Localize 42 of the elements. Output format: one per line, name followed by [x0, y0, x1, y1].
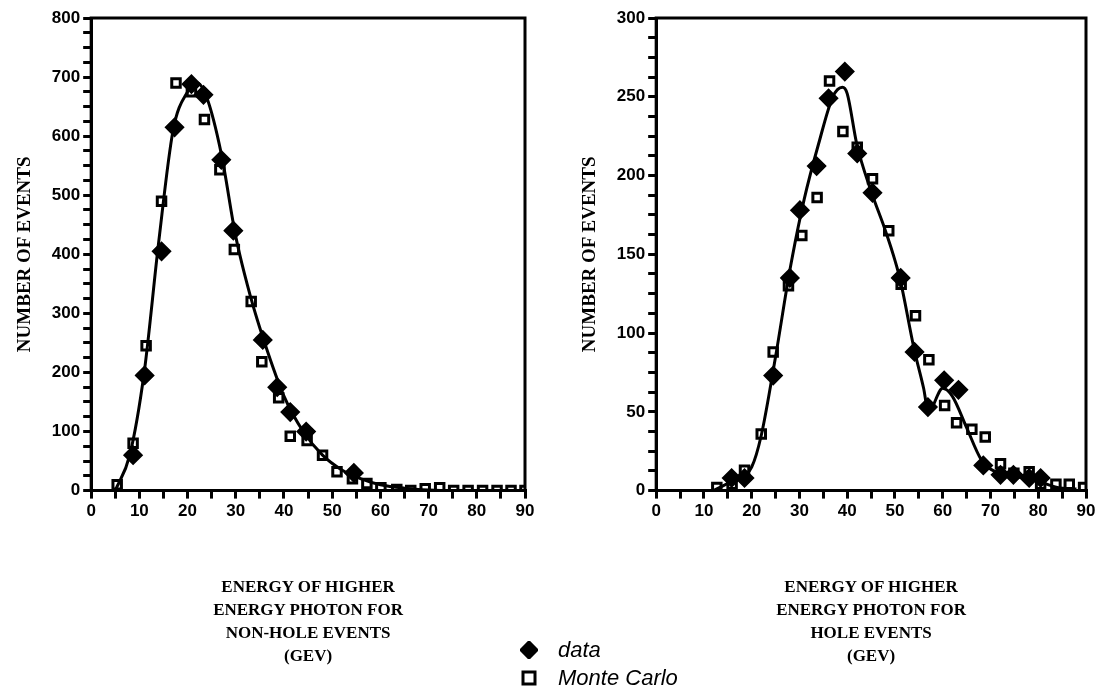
x-tick-label: 50 — [322, 501, 342, 521]
x-tick-label: 10 — [129, 501, 149, 521]
x-tick-label: 20 — [178, 501, 198, 521]
y-tick-label: 300 — [616, 7, 646, 27]
y-tick-label: 700 — [51, 66, 81, 86]
x-tick-label: 70 — [981, 501, 1000, 521]
x-tick-label: 30 — [226, 501, 246, 521]
x-axis-title: ENERGY OF HIGHER ENERGY PHOTON FOR HOLE EVENTS (GEV) — [775, 576, 967, 667]
x-tick-label: 70 — [419, 501, 439, 521]
x-tick-label: 80 — [1028, 501, 1048, 521]
legend-label: Monte Carlo — [558, 665, 678, 691]
y-tick-label: 100 — [616, 322, 646, 342]
x-tick-label: 40 — [274, 501, 294, 521]
x-tick-label: 50 — [885, 501, 905, 521]
x-tick-label: 30 — [789, 501, 809, 521]
x-tick-label: 20 — [742, 501, 762, 521]
y-tick-label: 800 — [51, 7, 81, 27]
y-tick-label: 200 — [51, 362, 81, 382]
y-tick-label: 600 — [51, 125, 81, 145]
x-tick-label: 10 — [694, 501, 714, 521]
x-tick-label: 0 — [651, 501, 661, 521]
y-tick-label: 0 — [70, 480, 81, 500]
y-tick-label: 0 — [635, 480, 646, 500]
y-axis-title: NUMBER OF EVENTS — [578, 156, 600, 353]
y-tick-label: 50 — [626, 401, 646, 421]
y-tick-label: 100 — [51, 421, 81, 441]
x-tick-label: 60 — [933, 501, 953, 521]
y-tick-label: 200 — [616, 165, 646, 185]
x-tick-label: 80 — [467, 501, 487, 521]
x-tick-label: 90 — [515, 501, 535, 521]
y-tick-label: 400 — [51, 243, 81, 263]
y-tick-label: 150 — [616, 243, 646, 263]
x-axis-title: ENERGY OF HIGHER ENERGY PHOTON FOR NON-HOLE EVENTS (GEV) — [212, 576, 404, 667]
y-tick-label: 500 — [51, 184, 81, 204]
x-tick-label: 0 — [86, 501, 96, 521]
y-axis-title: NUMBER OF EVENTS — [13, 156, 35, 353]
y-tick-label: 250 — [616, 86, 646, 106]
y-tick-label: 300 — [51, 303, 81, 323]
legend-label: data — [558, 637, 601, 663]
x-tick-label: 40 — [837, 501, 857, 521]
x-tick-label: 60 — [370, 501, 390, 521]
x-tick-label: 90 — [1076, 501, 1096, 521]
